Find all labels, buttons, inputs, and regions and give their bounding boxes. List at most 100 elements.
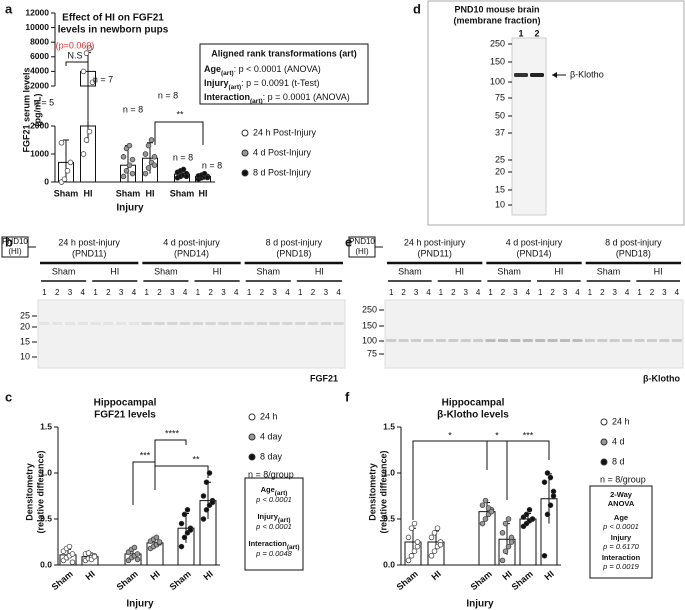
data-point	[145, 165, 152, 171]
band	[39, 322, 50, 325]
x-tick-label: Sham	[395, 569, 420, 592]
lane-label: 3	[221, 288, 226, 297]
lane-label: 2	[260, 288, 265, 297]
data-point	[126, 142, 133, 149]
band	[514, 73, 528, 77]
stats-label: Interaction	[602, 553, 641, 562]
data-point	[86, 45, 93, 51]
y-tick-label: 1.5	[383, 421, 395, 431]
y-tick-label: 4000	[30, 66, 49, 76]
blot-subtitle: (membrane fraction)	[453, 15, 540, 25]
ladder-label: 15	[495, 184, 505, 194]
time-label: 4 d post-injury	[163, 237, 220, 247]
annotation: ****	[165, 428, 180, 438]
data-point	[482, 516, 489, 522]
data-point	[200, 516, 207, 522]
data-point	[178, 520, 185, 527]
data-point	[66, 543, 73, 550]
lane-label: 1	[93, 288, 98, 297]
legend-label: 4 day	[260, 431, 283, 441]
data-point	[523, 511, 530, 518]
blot-label: FGF21	[310, 373, 338, 383]
origin-label: PND10	[349, 237, 375, 246]
group-label: HI	[315, 266, 324, 276]
origin-label: (HI)	[355, 247, 369, 256]
stats-part: Interaction	[204, 92, 250, 102]
lane-label: 4	[476, 288, 481, 297]
band	[141, 322, 152, 325]
annotation: n = 8	[123, 104, 143, 114]
y-tick-label: 6000	[30, 51, 49, 61]
band	[485, 339, 496, 342]
stats-part: Injury	[257, 512, 278, 521]
y-axis-label: (relative difference)	[378, 450, 388, 533]
data-point	[64, 168, 71, 174]
time-day: (PND18)	[276, 248, 311, 258]
band	[411, 339, 422, 342]
ladder-label: 250	[490, 38, 505, 48]
data-point	[180, 166, 187, 173]
band	[218, 322, 229, 325]
legend-label: 8 d Post-Injury	[253, 167, 312, 177]
group-label: HI	[654, 266, 663, 276]
lane-label: 1	[247, 288, 252, 297]
data-point	[437, 542, 444, 548]
data-point	[408, 553, 415, 559]
lane-label: 2	[208, 288, 213, 297]
band	[659, 339, 670, 342]
chart-title: levels in newborn pups	[58, 25, 169, 36]
band	[90, 322, 101, 325]
lane-label: 1	[518, 28, 523, 38]
ladder-label: 75	[495, 92, 505, 102]
blot	[384, 299, 684, 369]
legend-marker	[248, 453, 256, 461]
band	[307, 322, 319, 325]
stats-p: p = 0.0048	[255, 549, 292, 558]
data-point	[181, 534, 188, 541]
data-point	[203, 479, 210, 485]
data-point	[153, 534, 160, 541]
chart-title: Effect of HI on FGF21	[62, 13, 164, 24]
time-label: 4 d post-injury	[506, 237, 563, 247]
data-point	[502, 520, 509, 527]
annotation: ***	[523, 430, 534, 440]
annotation: n = 5	[34, 97, 54, 107]
legend-marker	[600, 418, 608, 426]
ladder-label: 10	[495, 199, 505, 209]
data-point	[183, 173, 190, 180]
data-point	[181, 511, 188, 518]
x-axis-label: Injury	[126, 599, 154, 610]
annotation: n = 7	[93, 74, 113, 84]
lane-label: 2	[401, 288, 406, 297]
stats-box	[244, 477, 304, 571]
band	[535, 339, 546, 342]
y-tick-label: 12000	[25, 7, 49, 17]
data-point	[508, 539, 515, 545]
data-point	[479, 502, 486, 508]
band	[622, 339, 633, 342]
stats-row: Injury(art): p = 0.0091 (t-Test)	[204, 78, 319, 91]
annotation: n = 8	[158, 90, 178, 100]
group-label: HI	[213, 266, 222, 276]
data-point	[544, 470, 551, 476]
legend-label: 24 h	[612, 416, 630, 426]
x-tick-label: Sham	[50, 569, 75, 592]
ladder-label: 250	[362, 304, 377, 314]
x-tick-label: Sham	[510, 569, 535, 592]
data-point	[502, 548, 509, 554]
stats-part: (art)	[221, 70, 234, 77]
data-point	[83, 50, 90, 56]
lane-label: 2	[451, 288, 456, 297]
legend-label: 4 d Post-Injury	[253, 147, 312, 157]
time-label: 8 d post-injury	[605, 237, 662, 247]
stats-part: (art)	[278, 517, 291, 524]
lane-label: 3	[324, 288, 329, 297]
stats-label: Injury	[611, 533, 632, 542]
x-tick-label: Sham	[54, 188, 79, 198]
data-point	[209, 499, 216, 506]
legend-marker	[241, 149, 249, 157]
band	[634, 339, 645, 342]
data-point	[485, 505, 492, 511]
data-point	[145, 142, 152, 149]
data-point	[91, 553, 98, 560]
